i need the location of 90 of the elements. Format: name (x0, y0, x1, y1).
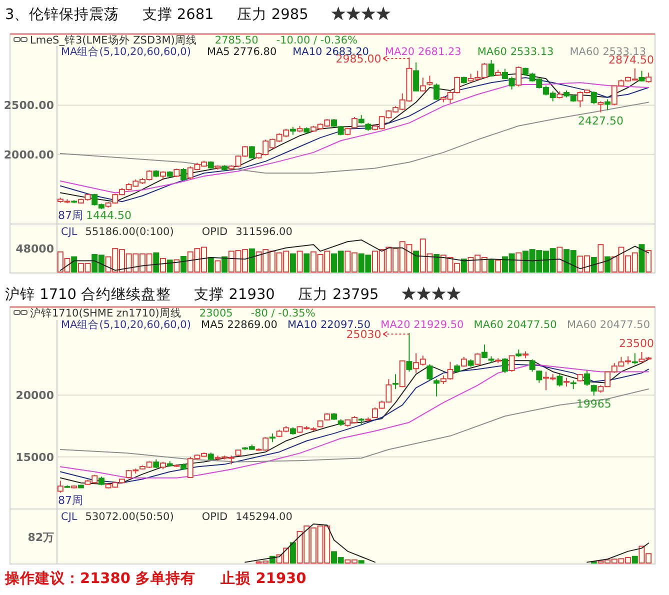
candlestick (536, 370, 542, 384)
bar (208, 256, 214, 272)
annotation: 2427.50 (578, 114, 624, 128)
annotation: 87周 (58, 494, 83, 507)
candlestick (598, 100, 604, 113)
text: 82万 (28, 530, 54, 544)
text: MA20 2681.23 (385, 46, 462, 58)
text: 145294.00 (236, 511, 292, 523)
annotation: 19965 (576, 398, 612, 411)
line-series (60, 102, 650, 174)
annotation: -10.00 / -0.36% (276, 34, 358, 46)
annotation: LmeS_锌3(LME场外 ZSD3M)周线 (30, 34, 197, 46)
candlestick (413, 62, 420, 92)
candlestick (248, 146, 255, 159)
candlestick (434, 83, 440, 100)
bar (166, 260, 173, 272)
candlestick (584, 370, 590, 386)
annotation: 2785.50 (214, 34, 258, 46)
candlestick (502, 358, 508, 374)
annotation: MA60 2533.13 (477, 46, 554, 58)
candlestick (426, 75, 433, 86)
bar (290, 542, 296, 564)
annotation: MA60 20477.50 (474, 319, 557, 331)
bar (413, 250, 420, 272)
bar (460, 258, 467, 272)
candlestick (556, 374, 563, 388)
bar (604, 256, 611, 272)
bar (222, 256, 228, 272)
annotation: MA组合(5,10,20,60,60,0) (61, 45, 191, 58)
chart-title: 3、伦锌保持震荡 支撑 2681 压力 2985 (5, 6, 308, 23)
bar (290, 253, 296, 272)
candlestick (420, 77, 426, 92)
text: OPID (202, 511, 228, 523)
candlestick (632, 352, 638, 365)
candlestick (516, 66, 522, 88)
bar (590, 256, 597, 272)
text: MA10 22097.50 (288, 319, 371, 331)
bar (632, 556, 638, 564)
text: 53072.00(50:50) (85, 511, 174, 523)
annotation: MA组合(5,10,20,60,60,0) (61, 318, 191, 331)
candlestick (434, 378, 440, 397)
candlestick (406, 332, 412, 372)
annotation: 1444.50 (86, 209, 132, 222)
y-tick-label: 2000.00 (4, 148, 54, 162)
candlestick (488, 59, 494, 78)
bar (488, 260, 494, 272)
candlestick (529, 358, 536, 372)
text: 311596.00 (236, 226, 292, 238)
annotation: 25030 (346, 328, 382, 342)
candlestick (426, 364, 433, 381)
bar (248, 248, 255, 272)
candlestick (460, 356, 467, 368)
bar (358, 560, 364, 564)
line-series (60, 388, 650, 462)
candlestick (180, 168, 187, 181)
candlestick (590, 90, 597, 105)
candlestick (392, 374, 399, 390)
annotation: 87周 (58, 209, 83, 222)
y-tick-label: 2500.00 (4, 99, 54, 112)
candlestick (590, 384, 597, 396)
bar (180, 256, 187, 272)
text: CJL (61, 226, 78, 238)
annotation: 23500 (619, 336, 654, 350)
text: 55186.00(0:100) (85, 226, 174, 238)
candlestick (474, 352, 481, 366)
y-tick-label: 15000 (16, 450, 54, 464)
text: OPID (202, 226, 228, 238)
text: 操作建议：21380 多单持有 止损 21930 (4, 569, 306, 587)
text: MA60 20477.50 (566, 319, 650, 331)
bar (638, 244, 645, 272)
chart-title: 沪锌 1710 合约继续盘整 支撑 21930 压力 23795 (5, 286, 379, 303)
candlestick (646, 72, 652, 84)
text: CJL (61, 511, 78, 523)
bar (304, 253, 310, 272)
annotation: 23005 (199, 308, 233, 320)
text: MA5 22869.00 (201, 319, 278, 331)
candlestick (481, 344, 488, 359)
bar (71, 256, 78, 272)
text: MA20 21929.50 (380, 319, 464, 331)
annotation: 沪锌1710(SHME zn1710)周线 (30, 306, 182, 320)
candlestick (604, 98, 611, 111)
annotation: -80 / -0.35% (250, 308, 316, 320)
bar (153, 252, 160, 272)
candlestick (352, 116, 358, 129)
candlestick (508, 355, 515, 372)
candlestick (57, 480, 64, 494)
y-tick-label: 20000 (16, 389, 54, 402)
text: 48000 (16, 242, 54, 256)
text: MA5 2776.80 (206, 46, 277, 58)
bar (434, 254, 440, 272)
